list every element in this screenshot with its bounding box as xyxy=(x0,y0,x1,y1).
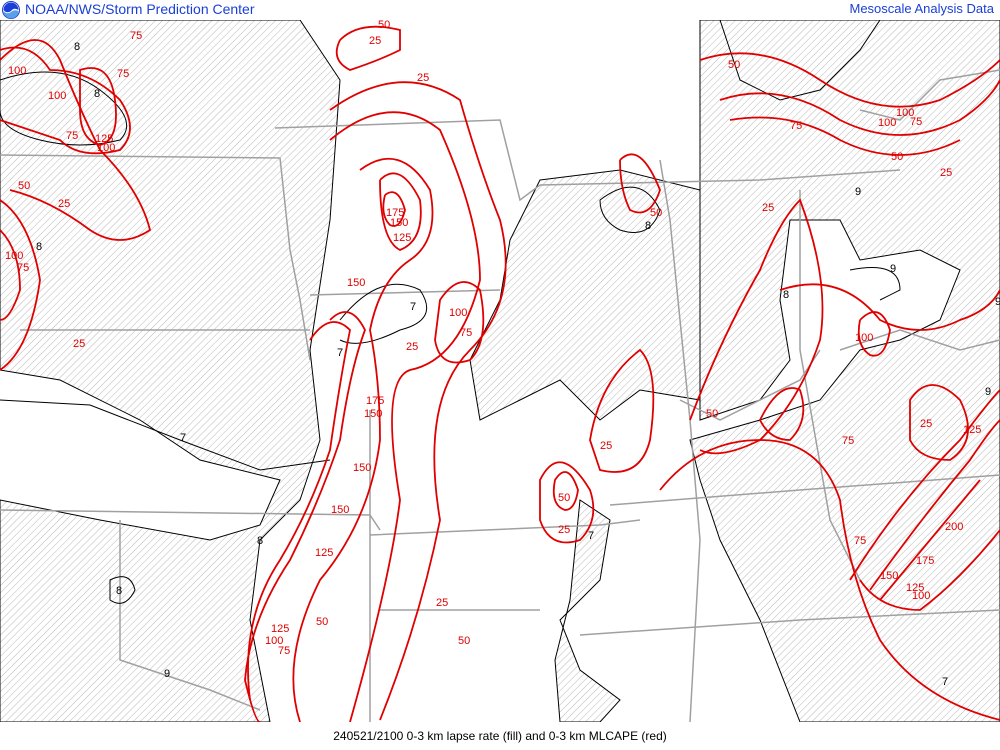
contour-label: 100 xyxy=(912,590,930,602)
contour-label: 9 xyxy=(890,263,896,275)
contour-label: 25 xyxy=(600,440,612,452)
contour-label: 75 xyxy=(910,116,922,128)
contour-label: 175 xyxy=(386,207,404,219)
contour-label: 8 xyxy=(94,88,100,100)
contour-label: 9 xyxy=(164,668,170,680)
contour-label: 9 xyxy=(995,296,1000,308)
contour-label: 100 xyxy=(97,142,115,154)
contour-label: 100 xyxy=(855,332,873,344)
contour-label: 100 xyxy=(265,635,283,647)
contour-label: 9 xyxy=(855,186,861,198)
contour-label: 25 xyxy=(940,167,952,179)
contour-label: 150 xyxy=(390,217,408,229)
contour-label: 75 xyxy=(66,130,78,142)
contour-label: 125 xyxy=(393,232,411,244)
contour-label: 25 xyxy=(436,597,448,609)
contour-label: 75 xyxy=(278,645,290,657)
contour-label: 125 xyxy=(315,547,333,559)
lapse-rate-contour-labels: 8 8 8 7 7 7 7 8 8 8 9 8 9 7 9 9 9 xyxy=(36,41,1000,688)
contour-label: 7 xyxy=(588,530,594,542)
contour-label: 100 xyxy=(449,307,467,319)
contour-label: 50 xyxy=(18,180,30,192)
contour-label: 7 xyxy=(337,347,343,359)
contour-label: 8 xyxy=(36,241,42,253)
contour-label: 50 xyxy=(558,492,570,504)
contour-label: 150 xyxy=(353,462,371,474)
contour-label: 75 xyxy=(842,435,854,447)
contour-label: 7 xyxy=(180,432,186,444)
contour-label: 150 xyxy=(347,277,365,289)
contour-label: 200 xyxy=(945,521,963,533)
contour-label: 50 xyxy=(728,59,740,71)
contour-label: 75 xyxy=(460,327,472,339)
map-caption: 240521/2100 0-3 km lapse rate (fill) and… xyxy=(0,722,1000,750)
contour-label: 50 xyxy=(706,408,718,420)
lapse-rate-contours xyxy=(0,20,901,604)
state-borders xyxy=(0,69,1000,722)
contour-label: 25 xyxy=(558,524,570,536)
noaa-logo-icon xyxy=(2,1,20,19)
contour-label: 150 xyxy=(880,570,898,582)
product-title: Mesoscale Analysis Data xyxy=(849,1,994,16)
contour-label: 25 xyxy=(406,341,418,353)
contour-label: 75 xyxy=(17,262,29,274)
contour-label: 8 xyxy=(116,585,122,597)
contour-label: 125 xyxy=(963,424,981,436)
contour-label: 150 xyxy=(331,504,349,516)
contour-label: 7 xyxy=(942,676,948,688)
contour-label: 75 xyxy=(790,120,802,132)
contour-label: 25 xyxy=(73,338,85,350)
contour-label: 150 xyxy=(364,408,382,420)
mlcape-contours xyxy=(0,25,1000,722)
contour-label: 50 xyxy=(378,20,390,31)
contour-label: 8 xyxy=(257,535,263,547)
contour-label: 100 xyxy=(878,117,896,129)
contour-label: 25 xyxy=(762,202,774,214)
contour-label: 75 xyxy=(130,30,142,42)
contour-label: 50 xyxy=(458,635,470,647)
contour-label: 175 xyxy=(366,395,384,407)
contour-label: 8 xyxy=(74,41,80,53)
contour-label: 75 xyxy=(117,68,129,80)
contour-label: 25 xyxy=(369,35,381,47)
contour-label: 25 xyxy=(58,198,70,210)
contour-label: 25 xyxy=(417,72,429,84)
contour-label: 9 xyxy=(985,386,991,398)
contour-label: 100 xyxy=(5,250,23,262)
contour-label: 125 xyxy=(95,133,113,145)
contour-label: 100 xyxy=(48,90,66,102)
contour-label: 175 xyxy=(916,555,934,567)
contour-label: 50 xyxy=(316,616,328,628)
header: NOAA/NWS/Storm Prediction Center Mesosca… xyxy=(0,0,1000,20)
organization-title: NOAA/NWS/Storm Prediction Center xyxy=(25,1,255,17)
contour-label: 100 xyxy=(896,107,914,119)
contour-label: 75 xyxy=(854,535,866,547)
contour-label: 125 xyxy=(906,582,924,594)
contour-label: 100 xyxy=(8,65,26,77)
contour-label: 25 xyxy=(920,418,932,430)
contour-label: 125 xyxy=(271,623,289,635)
contour-label: 8 xyxy=(645,220,651,232)
contour-label: 50 xyxy=(650,207,662,219)
lapse-rate-fill xyxy=(0,20,1000,722)
contour-label: 50 xyxy=(891,151,903,163)
contour-label: 7 xyxy=(410,301,416,313)
contour-label: 8 xyxy=(783,289,789,301)
